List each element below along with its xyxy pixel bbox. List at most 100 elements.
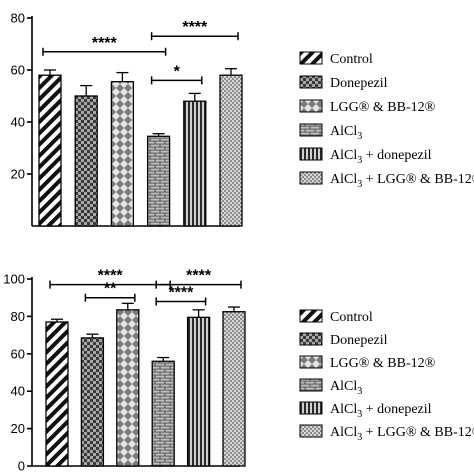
- y-tick-label: 80: [11, 309, 25, 324]
- legend-label: AlCl3 + LGG® & BB-12®: [330, 425, 474, 443]
- legend-label: AlCl3: [330, 379, 362, 397]
- legend-text: Donepezil: [330, 333, 388, 348]
- legend-item: LGG® & BB-12®: [299, 355, 436, 371]
- significance-bracket: ****: [49, 268, 171, 289]
- legend-subscript: 3: [357, 131, 362, 142]
- legend-text: AlCl: [330, 402, 357, 417]
- y-tick-label: 20: [11, 421, 25, 436]
- legend-text: AlCl: [330, 379, 357, 394]
- bar-2: [74, 95, 98, 227]
- legend-item: Donepezil: [299, 332, 388, 348]
- legend-text: AlCl: [330, 425, 357, 440]
- legend-text: AlCl: [330, 148, 357, 163]
- legend-text: LGG® & BB-12®: [330, 356, 436, 371]
- legend-label: Control: [330, 310, 373, 325]
- significance-label: ****: [168, 284, 194, 301]
- legend-item: AlCl3: [299, 378, 362, 397]
- bar-6: [219, 74, 243, 227]
- legend-swatch: [299, 332, 323, 346]
- legend-text: AlCl: [330, 124, 357, 139]
- y-tick-label: 60: [11, 63, 25, 78]
- legend-label: AlCl3 + donepezil: [330, 148, 432, 166]
- significance-bracket: ****: [150, 19, 239, 41]
- significance-bracket: ****: [155, 284, 207, 306]
- significance-label: *: [174, 63, 181, 80]
- legend-label: Donepezil: [330, 76, 388, 91]
- legend-swatch: [299, 147, 323, 161]
- y-tick-label: 20: [11, 167, 25, 182]
- legend-item: AlCl3: [299, 123, 362, 142]
- legend-item: AlCl3 + LGG® & BB-12®: [299, 424, 474, 443]
- legend-subscript: 3: [357, 179, 362, 190]
- legend-item: AlCl3 + donepezil: [299, 401, 432, 420]
- legend-item: LGG® & BB-12®: [299, 99, 436, 115]
- legend-swatch: [299, 123, 323, 137]
- legend-label: Control: [330, 52, 373, 67]
- legend-label: LGG® & BB-12®: [330, 100, 436, 115]
- y-tick-label: 40: [11, 384, 25, 399]
- y-tick-label: 80: [11, 11, 25, 26]
- legend-suffix: + donepezil: [362, 148, 431, 163]
- legend-subscript: 3: [357, 409, 362, 420]
- bar-1: [45, 321, 69, 467]
- bar-5: [186, 316, 211, 467]
- y-tick-label: 100: [3, 272, 25, 287]
- legend-text: LGG® & BB-12®: [330, 100, 436, 115]
- legend-label: AlCl3 + LGG® & BB-12®: [330, 172, 474, 190]
- bar-6: [222, 311, 246, 467]
- legend-suffix: + donepezil: [362, 402, 431, 417]
- legend-item: AlCl3 + LGG® & BB-12®: [299, 171, 474, 190]
- legend-text: Control: [330, 52, 373, 67]
- bar-5: [183, 100, 207, 227]
- legend-text: AlCl: [330, 172, 357, 187]
- legend-label: LGG® & BB-12®: [330, 356, 436, 371]
- significance-bracket: *: [150, 63, 203, 85]
- legend-swatch: [299, 378, 323, 392]
- legend-item: AlCl3 + donepezil: [299, 147, 432, 166]
- legend-suffix: + LGG® & BB-12®: [362, 425, 474, 440]
- significance-label: ****: [92, 35, 118, 52]
- bar-2: [80, 337, 105, 467]
- legend-label: AlCl3 + donepezil: [330, 402, 432, 420]
- legend-swatch: [299, 99, 323, 113]
- legend-item: Control: [299, 309, 373, 325]
- bar-1: [38, 74, 62, 227]
- y-tick-label: 60: [11, 346, 25, 361]
- legend-swatch: [299, 424, 323, 438]
- legend-swatch: [299, 401, 323, 415]
- bar-3: [116, 309, 140, 467]
- legend-swatch: [299, 171, 323, 185]
- y-tick-label: 0: [18, 459, 25, 474]
- legend-text: Donepezil: [330, 76, 388, 91]
- legend-swatch: [299, 355, 323, 369]
- axes: 20 40 60 80: [11, 11, 240, 227]
- legend-label: AlCl3: [330, 124, 362, 142]
- legend-text: Control: [330, 310, 373, 325]
- bar-3: [110, 81, 135, 227]
- legend-swatch: [299, 75, 323, 89]
- legend-subscript: 3: [357, 432, 362, 443]
- legend-swatch: [299, 51, 323, 65]
- bar-4: [151, 360, 175, 467]
- legend-swatch: [299, 309, 323, 323]
- legend-label: Donepezil: [330, 333, 388, 348]
- legend-subscript: 3: [357, 155, 362, 166]
- significance-bracket: **: [84, 281, 136, 302]
- axes: 0 20 40 60 80 100: [3, 272, 240, 474]
- significance-bracket: ****: [155, 268, 242, 289]
- y-tick-label: 40: [11, 115, 25, 130]
- significance-label: ****: [186, 268, 212, 285]
- significance-label: ****: [98, 268, 124, 285]
- significance-bracket: ****: [42, 35, 167, 56]
- bar-4: [146, 135, 171, 227]
- legend-item: Control: [299, 51, 373, 67]
- significance-label: **: [104, 281, 117, 298]
- significance-label: ****: [182, 19, 208, 36]
- legend-subscript: 3: [357, 386, 362, 397]
- legend-suffix: + LGG® & BB-12®: [362, 172, 474, 187]
